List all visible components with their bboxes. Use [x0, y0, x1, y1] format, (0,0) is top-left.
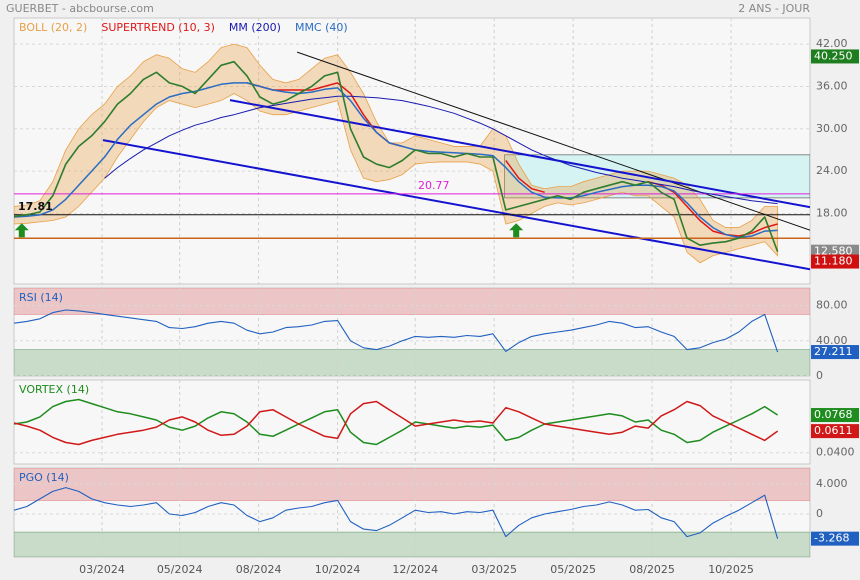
buy-signal [509, 223, 524, 238]
panel [13, 379, 811, 465]
series-line [14, 398, 779, 446]
bollinger-band [14, 43, 779, 264]
legend-entry: PGO (14) [19, 471, 69, 484]
value-tag [811, 254, 859, 269]
value-line [14, 60, 779, 252]
y-tick-label: 40.00 [816, 334, 848, 347]
y-tick-label: 4.000 [816, 477, 848, 490]
panel-content [14, 380, 810, 464]
y-tick-label: 36.00 [816, 79, 848, 92]
lower-zone [14, 531, 810, 557]
y-tick-label: 80.00 [816, 299, 848, 312]
y-tick-label: 42.00 [816, 37, 848, 50]
x-tick-label: 03/2024 [79, 563, 125, 576]
level-label: 20.77 [418, 179, 450, 192]
x-tick-label: 12/2024 [392, 563, 438, 576]
panel-content [14, 288, 810, 376]
value-tag [811, 424, 859, 439]
series-line [104, 95, 778, 205]
x-tick-label: 08/2025 [629, 563, 675, 576]
value-tag-label: -3.268 [814, 532, 849, 545]
x-tick-label: 03/2025 [471, 563, 517, 576]
x-tick-label: 10/2024 [315, 563, 361, 576]
legend-entry: VORTEX (14) [19, 383, 89, 396]
value-tag [811, 408, 859, 423]
y-tick-label: 0 [816, 369, 823, 382]
y-tick-label: 18.00 [816, 206, 848, 219]
y-tick-label: 0.0400 [816, 446, 855, 459]
site-title: GUERBET - abcbourse.com [6, 2, 154, 15]
x-tick-label: 10/2025 [708, 563, 754, 576]
level-label: 17.81 [18, 200, 53, 213]
y-tick-label: 30.00 [816, 122, 848, 135]
value-tag-label: 0.0611 [814, 424, 853, 437]
y-tick-label: 0 [816, 507, 823, 520]
upper-zone [14, 288, 810, 315]
value-tag [811, 49, 859, 64]
legend-entry: MM (200) [229, 21, 281, 34]
y-tick-label: 24.00 [816, 164, 848, 177]
x-tick-label: 08/2024 [236, 563, 282, 576]
value-tag-label: 40.250 [814, 49, 853, 62]
legend-entry: BOLL (20, 2) [19, 21, 87, 34]
trend-line [102, 139, 810, 271]
x-tick-label: 05/2024 [157, 563, 203, 576]
lower-zone [14, 349, 810, 376]
panel [13, 17, 811, 285]
buy-signal [14, 223, 29, 238]
trend-line [296, 51, 810, 231]
trend-line [229, 99, 810, 209]
value-line [14, 309, 779, 353]
panel-content [14, 18, 810, 284]
legend-entry: MMC (40) [295, 21, 348, 34]
value-line [14, 487, 779, 539]
value-tag-label: 12.580 [814, 245, 853, 258]
value-tag-label: 0.0768 [814, 408, 853, 421]
x-tick-label: 05/2025 [550, 563, 596, 576]
panel-content [14, 468, 810, 557]
legend-entry: RSI (14) [19, 291, 63, 304]
value-tag-label: 27.211 [814, 345, 853, 358]
series-line [14, 400, 779, 446]
zone [504, 154, 810, 199]
period: 2 ANS - JOUR [738, 2, 810, 15]
value-tag-label: 11.180 [814, 255, 853, 268]
value-tag [811, 531, 859, 546]
series-line [14, 82, 778, 239]
legend-entry: SUPERTREND (10, 3) [101, 21, 215, 34]
value-tag [811, 345, 859, 360]
